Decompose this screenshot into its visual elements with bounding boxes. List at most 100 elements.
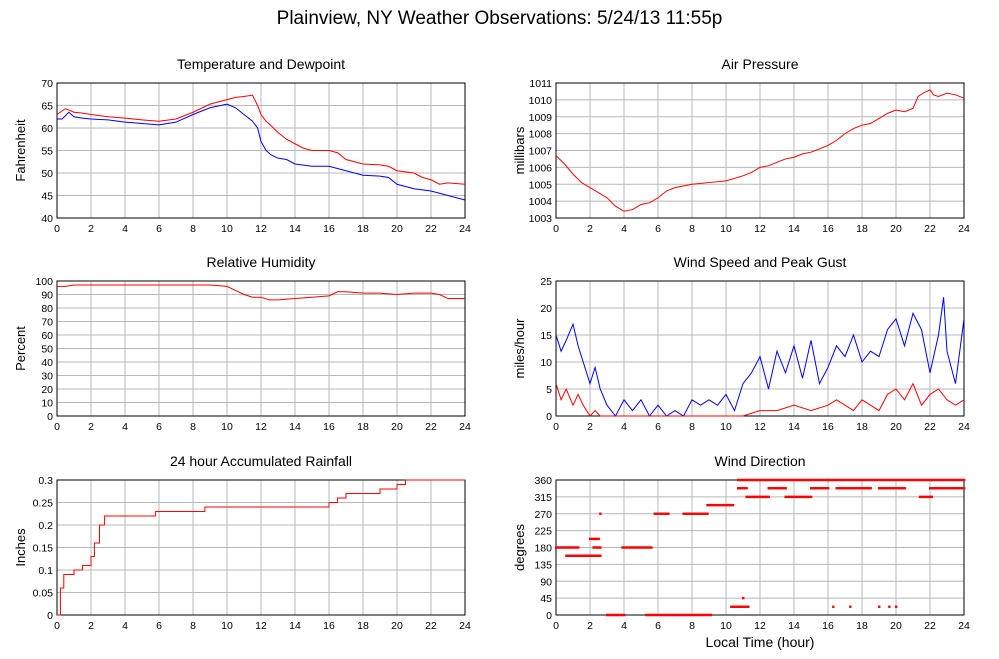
y-tick-label: 60 xyxy=(41,123,53,135)
direction-point xyxy=(944,478,947,482)
direction-point xyxy=(796,478,799,482)
y-axis-label: millibars xyxy=(512,126,527,174)
direction-point xyxy=(599,512,602,515)
direction-point xyxy=(866,478,869,482)
series-line-0 xyxy=(57,284,465,301)
direction-point xyxy=(658,512,662,515)
direction-point xyxy=(589,554,592,557)
direction-point xyxy=(759,478,762,482)
direction-point xyxy=(578,554,582,557)
direction-point xyxy=(770,487,774,490)
direction-point xyxy=(816,487,820,490)
x-tick-label: 20 xyxy=(391,620,403,632)
x-tick-label: 18 xyxy=(357,421,369,433)
direction-point xyxy=(692,512,696,515)
direction-point xyxy=(830,478,833,482)
direction-point xyxy=(653,512,656,515)
direction-point xyxy=(597,546,600,549)
direction-point xyxy=(663,613,667,617)
direction-point xyxy=(789,495,792,499)
direction-point xyxy=(738,487,741,490)
direction-point xyxy=(702,613,706,617)
direction-point xyxy=(854,478,857,482)
direction-point xyxy=(614,613,617,617)
x-tick-label: 20 xyxy=(391,421,403,433)
direction-point xyxy=(733,605,736,608)
y-tick-label: 50 xyxy=(41,344,53,356)
direction-point xyxy=(801,478,804,482)
x-tick-label: 16 xyxy=(822,223,834,235)
direction-point xyxy=(849,487,852,490)
x-tick-label: 12 xyxy=(754,223,766,235)
direction-point xyxy=(736,487,740,490)
direction-point xyxy=(896,487,900,490)
x-tick-label: 12 xyxy=(255,620,267,632)
direction-point xyxy=(825,487,828,490)
direction-point xyxy=(949,478,952,482)
direction-point xyxy=(740,605,743,608)
x-tick-label: 16 xyxy=(323,620,335,632)
direction-point xyxy=(939,487,942,490)
direction-point xyxy=(745,478,748,482)
direction-point xyxy=(753,478,757,482)
direction-point xyxy=(813,478,816,482)
x-tick-label: 24 xyxy=(958,620,970,632)
x-tick-label: 14 xyxy=(788,620,800,632)
direction-point xyxy=(922,478,925,482)
direction-point xyxy=(900,478,903,482)
y-tick-label: 60 xyxy=(41,330,53,342)
direction-point xyxy=(626,546,629,549)
direction-point xyxy=(752,478,755,482)
direction-point xyxy=(595,537,599,541)
direction-point xyxy=(838,487,842,490)
y-tick-label: 80 xyxy=(41,303,53,315)
y-tick-label: 270 xyxy=(534,509,552,521)
direction-point xyxy=(901,478,905,482)
direction-point xyxy=(820,487,823,490)
direction-point xyxy=(650,546,653,549)
direction-point xyxy=(682,613,685,617)
direction-point xyxy=(883,487,886,490)
direction-point xyxy=(898,487,901,490)
x-tick-label: 4 xyxy=(621,421,627,433)
direction-point xyxy=(840,478,843,482)
x-tick-label: 4 xyxy=(122,223,128,235)
direction-point xyxy=(930,495,934,499)
direction-point xyxy=(573,554,577,557)
x-tick-label: 20 xyxy=(890,421,902,433)
y-tick-label: 0 xyxy=(546,411,552,423)
direction-point xyxy=(801,495,804,499)
direction-point xyxy=(833,478,837,482)
direction-point xyxy=(906,478,910,482)
y-tick-label: 70 xyxy=(41,78,53,90)
direction-point xyxy=(832,605,835,608)
x-tick-label: 18 xyxy=(856,620,868,632)
direction-point xyxy=(963,487,966,490)
direction-point xyxy=(745,605,748,608)
x-tick-label: 22 xyxy=(425,421,437,433)
direction-point xyxy=(742,487,745,490)
direction-point xyxy=(952,478,956,482)
direction-point xyxy=(752,495,755,499)
direction-point xyxy=(893,487,896,490)
direction-point xyxy=(590,537,594,541)
x-tick-label: 4 xyxy=(122,421,128,433)
x-tick-label: 2 xyxy=(88,421,94,433)
direction-point xyxy=(701,512,704,515)
direction-point xyxy=(815,478,818,482)
direction-point xyxy=(682,512,685,515)
direction-point xyxy=(878,478,881,482)
x-tick-label: 0 xyxy=(54,620,60,632)
direction-point xyxy=(646,546,650,549)
direction-point xyxy=(923,495,927,499)
direction-point xyxy=(645,613,648,617)
y-tick-label: 1010 xyxy=(529,95,553,107)
direction-point xyxy=(655,512,658,515)
direction-point xyxy=(838,478,842,482)
direction-point xyxy=(658,613,662,617)
x-tick-label: 16 xyxy=(323,421,335,433)
direction-point xyxy=(769,487,772,490)
direction-point xyxy=(772,487,775,490)
direction-point xyxy=(956,487,959,490)
